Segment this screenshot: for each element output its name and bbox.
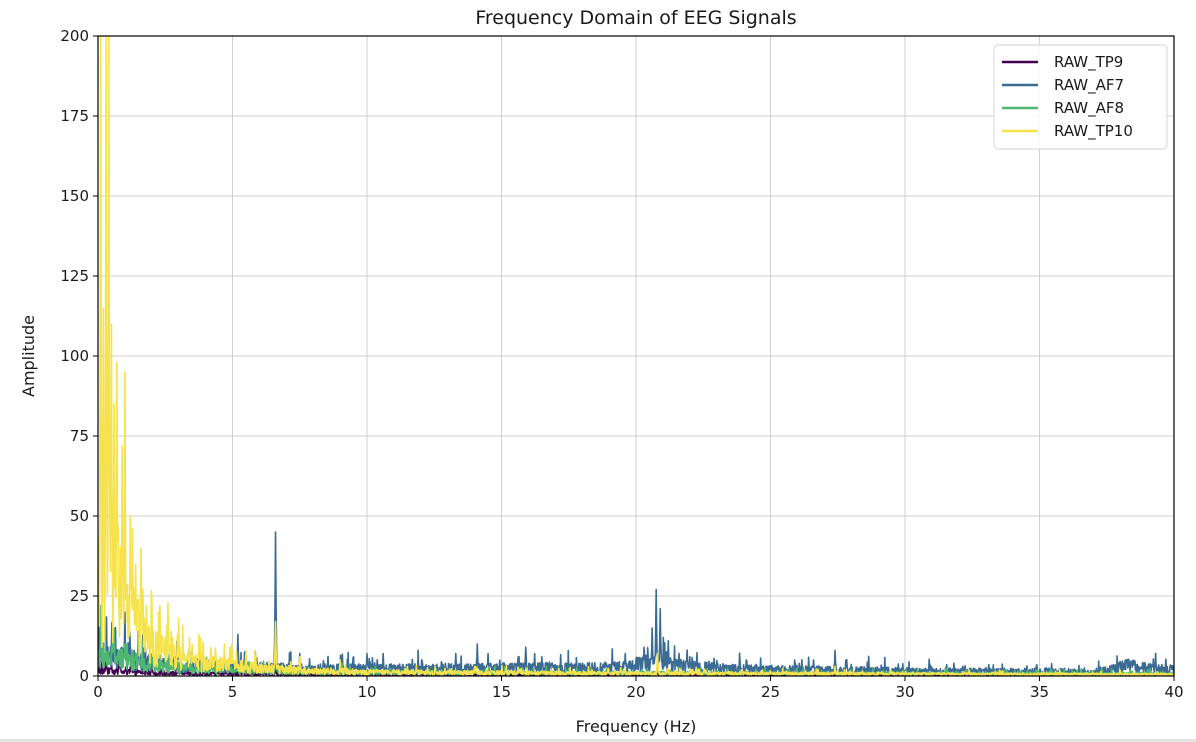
ticks-layer: 0 5 10 15 20 25 30 35 40 0 25 50 75 100 125 150 175 200 — [60, 27, 1183, 701]
x-tick-label: 0 — [93, 683, 103, 701]
legend-box — [993, 44, 1168, 150]
y-tick-label: 50 — [70, 507, 89, 525]
y-axis-label: Amplitude — [19, 315, 38, 397]
y-tick-label: 0 — [79, 667, 89, 685]
series-line-raw-tp10 — [98, 36, 1174, 676]
y-tick-label: 125 — [60, 267, 89, 285]
y-tick-label: 175 — [60, 107, 89, 125]
y-tick-label: 25 — [70, 587, 89, 605]
chart-title: Frequency Domain of EEG Signals — [475, 7, 796, 29]
y-tick-label: 75 — [70, 427, 89, 445]
y-tick-label: 200 — [60, 27, 89, 45]
x-tick-label: 35 — [1030, 683, 1049, 701]
x-tick-label: 40 — [1164, 683, 1183, 701]
y-tick-label: 150 — [60, 187, 89, 205]
legend-label-raw-af7: RAW_AF7 — [1054, 76, 1124, 95]
legend: RAW_TP9 RAW_AF7 RAW_AF8 RAW_TP10 — [993, 44, 1168, 150]
legend-label-raw-tp10: RAW_TP10 — [1054, 122, 1133, 141]
x-tick-label: 25 — [761, 683, 780, 701]
x-tick-label: 15 — [492, 683, 511, 701]
x-tick-label: 5 — [228, 683, 238, 701]
x-tick-label: 30 — [895, 683, 914, 701]
x-axis-label: Frequency (Hz) — [576, 717, 697, 736]
y-tick-label: 100 — [60, 347, 89, 365]
x-tick-label: 20 — [626, 683, 645, 701]
x-tick-label: 10 — [357, 683, 376, 701]
legend-label-raw-af8: RAW_AF8 — [1054, 99, 1124, 118]
legend-label-raw-tp9: RAW_TP9 — [1054, 53, 1123, 72]
bottom-divider — [0, 739, 1196, 742]
